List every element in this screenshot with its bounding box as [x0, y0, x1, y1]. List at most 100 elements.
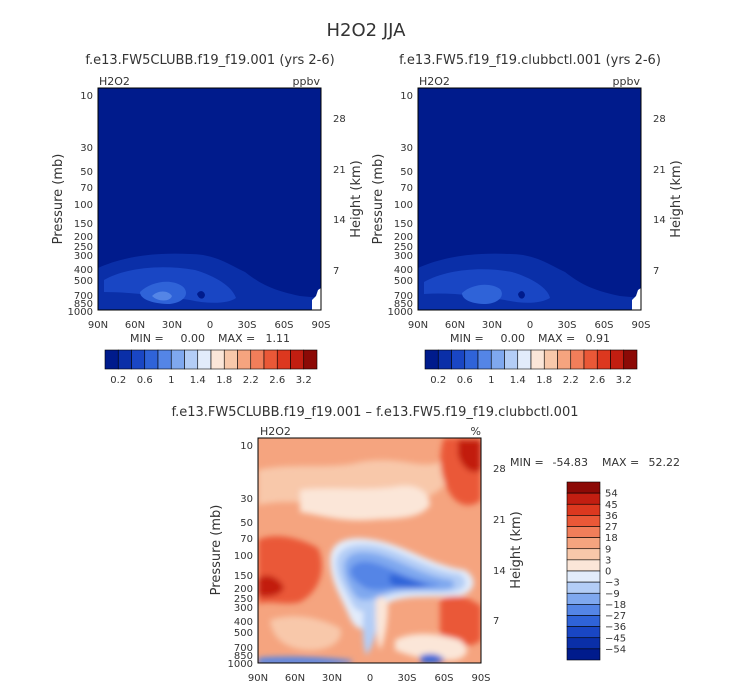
- y-tick-1000: 1000: [388, 307, 413, 318]
- min-value: 0.00: [181, 332, 206, 345]
- colorbar-label: −27: [605, 611, 626, 622]
- contour-blue-streak: [362, 603, 378, 655]
- colorbar-label: −3: [605, 578, 620, 589]
- x-tick-90s: 90S: [471, 673, 490, 684]
- panel-title: f.e13.FW5CLUBB.f19_f19.001 – f.e13.FW5.f…: [172, 405, 579, 420]
- height-tick-7: 7: [493, 616, 499, 627]
- y-tick-10: 10: [400, 91, 413, 102]
- y-tick-labels: 10 30 50 70 100 150 200 250 300 400 500 …: [388, 91, 413, 318]
- colorbar-swatch: [437, 349, 452, 370]
- colorbar-swatch: [566, 559, 601, 572]
- y-tick-100: 100: [234, 551, 253, 562]
- colorbar-swatch: [184, 349, 199, 370]
- colorbar-swatch: [566, 592, 601, 605]
- y-tick-200: 200: [394, 232, 413, 243]
- colorbar-swatch: [543, 349, 558, 370]
- y2-axis-title: Height (km): [669, 160, 684, 237]
- y-tick-100: 100: [74, 200, 93, 211]
- y-tick-labels: 10 30 50 70 100 150 200 250 300 400 500 …: [228, 441, 253, 670]
- colorbar-swatch: [566, 537, 601, 550]
- x-tick-90n: 90N: [408, 320, 428, 331]
- height-tick-labels: 28 21 14 7: [493, 464, 506, 627]
- y-tick-400: 400: [74, 265, 93, 276]
- variable-label: H2O2: [260, 425, 291, 438]
- y-tick-30: 30: [400, 143, 413, 154]
- y-tick-150: 150: [394, 219, 413, 230]
- y-tick-850: 850: [234, 651, 253, 662]
- y-tick-850: 850: [394, 299, 413, 310]
- x-tick-30n: 30N: [162, 320, 182, 331]
- colorbar-label: −18: [605, 600, 626, 611]
- colorbar-label: 54: [605, 489, 618, 500]
- y-tick-500: 500: [234, 628, 253, 639]
- page-title: H2O2 JJA: [327, 20, 407, 41]
- contour-white-column: [375, 596, 388, 650]
- colorbar-swatch: [477, 349, 492, 370]
- y-tick-50: 50: [240, 518, 253, 529]
- min-label: MIN =: [130, 332, 164, 345]
- y-tick-1000: 1000: [228, 659, 253, 670]
- height-tick-28: 28: [333, 114, 346, 125]
- colorbar-swatch: [566, 626, 601, 639]
- contour-right-strong: [440, 596, 481, 646]
- colorbar-swatch: [210, 349, 225, 370]
- panel-1: f.e13.FW5CLUBB.f19_f19.001 (yrs 2-6) H2O…: [51, 53, 364, 386]
- colorbar-label: 2.2: [563, 375, 579, 386]
- colorbar-label: 0.6: [457, 375, 473, 386]
- height-tick-21: 21: [333, 165, 346, 176]
- colorbar-swatch: [250, 349, 265, 370]
- colorbar-swatch: [566, 637, 601, 650]
- colorbar-swatch: [197, 349, 212, 370]
- panel-3-difference: f.e13.FW5CLUBB.f19_f19.001 – f.e13.FW5.f…: [172, 405, 681, 684]
- colorbar-label: 0.6: [137, 375, 153, 386]
- contour-bottom-right-blue: [420, 653, 445, 663]
- y-tick-700: 700: [394, 291, 413, 302]
- height-tick-14: 14: [653, 215, 666, 226]
- panel-title: f.e13.FW5CLUBB.f19_f19.001 (yrs 2-6): [85, 53, 334, 68]
- y-axis-title: Pressure (mb): [51, 154, 66, 245]
- contour-upper-right-peak: [458, 440, 481, 473]
- colorbar-swatch: [566, 515, 601, 527]
- y-tick-150: 150: [74, 219, 93, 230]
- colorbar-swatch: [424, 349, 439, 370]
- y-tick-50: 50: [400, 167, 413, 178]
- colorbar-swatch: [566, 548, 601, 561]
- colorbar-swatch: [104, 349, 119, 370]
- colorbar-label: 3.2: [296, 375, 312, 386]
- colorbar-swatch: [566, 526, 601, 538]
- min-value: -54.83: [553, 456, 588, 469]
- contour-sp-edge: [632, 288, 641, 310]
- y-tick-850: 850: [74, 299, 93, 310]
- colorbar-swatch: [290, 349, 305, 370]
- x-tick-eq: 0: [527, 320, 533, 331]
- colorbar-label: −36: [605, 622, 626, 633]
- colorbar-label: 1.8: [536, 375, 552, 386]
- y-tick-50: 50: [80, 167, 93, 178]
- x-tick-60n: 60N: [285, 673, 305, 684]
- stats-line: MIN = -54.83 MAX = 52.22: [510, 456, 680, 469]
- height-tick-7: 7: [333, 266, 339, 277]
- y-tick-300: 300: [74, 251, 93, 262]
- plot-area: [418, 88, 641, 310]
- y-tick-70: 70: [240, 534, 253, 545]
- min-value: 0.00: [501, 332, 526, 345]
- colorbar-label: 9: [605, 544, 611, 555]
- y-axis-title: Pressure (mb): [209, 505, 224, 596]
- colorbar-label: 45: [605, 500, 618, 511]
- stats-line: MIN = 0.00 MAX = 0.91: [450, 332, 610, 345]
- y-tick-250: 250: [74, 242, 93, 253]
- colorbar: 0.2 0.6 1 1.4 1.8 2.2 2.6 3.2: [424, 349, 638, 386]
- height-tick-14: 14: [333, 215, 346, 226]
- colorbar: 0.2 0.6 1 1.4 1.8 2.2 2.6 3.2: [104, 349, 318, 386]
- y-tick-400: 400: [394, 265, 413, 276]
- max-value: 52.22: [649, 456, 681, 469]
- colorbar-swatch: [263, 349, 278, 370]
- colorbar-swatch: [566, 481, 601, 494]
- colorbar-swatch: [464, 349, 479, 370]
- colorbar-swatch: [157, 349, 172, 370]
- variable-label: H2O2: [99, 75, 130, 88]
- y-tick-300: 300: [234, 603, 253, 614]
- y-tick-70: 70: [80, 183, 93, 194]
- colorbar-swatch: [237, 349, 252, 370]
